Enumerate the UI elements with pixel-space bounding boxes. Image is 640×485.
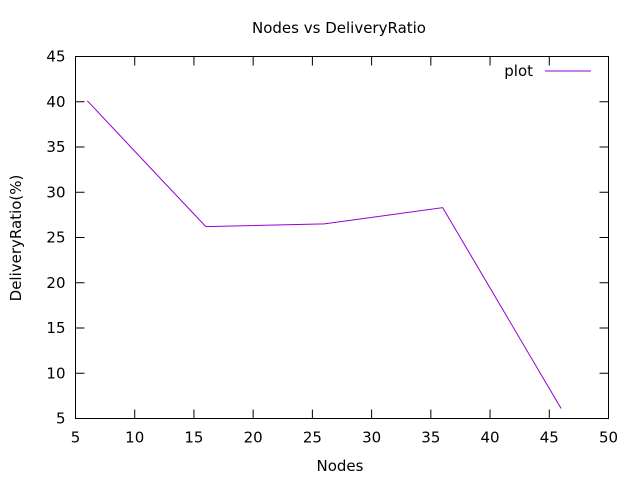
x-axis-label: Nodes [317,457,364,475]
x-tick-label-35: 35 [421,429,440,447]
chart-title: Nodes vs DeliveryRatio [252,19,426,37]
legend-label-plot: plot [504,62,533,80]
y-tick-label-5: 5 [56,410,66,428]
y-tick-label-15: 15 [46,319,65,337]
y-tick-label-30: 30 [46,183,65,201]
x-tick-label-20: 20 [244,429,263,447]
y-tick-label-20: 20 [46,274,65,292]
plot-frame [75,56,609,419]
x-tick-label-5: 5 [71,429,81,447]
x-tick-label-45: 45 [540,429,559,447]
x-tick-label-25: 25 [303,429,322,447]
y-tick-label-35: 35 [46,138,65,156]
y-tick-label-40: 40 [46,93,65,111]
y-axis-ticks: 5 10 15 20 25 30 35 40 45 [46,48,609,428]
y-tick-label-10: 10 [46,364,65,382]
series-layer [86,100,562,409]
x-tick-label-30: 30 [362,429,381,447]
x-axis-ticks: 5 10 15 20 25 30 35 40 45 50 [71,56,618,447]
y-tick-label-45: 45 [46,48,65,66]
x-tick-label-40: 40 [481,429,500,447]
legend: plot [504,62,591,80]
series-line-0 [86,100,562,409]
x-tick-label-10: 10 [125,429,144,447]
x-tick-label-15: 15 [184,429,203,447]
y-tick-label-25: 25 [46,229,65,247]
x-tick-label-50: 50 [599,429,618,447]
y-axis-label: DeliveryRatio(%) [7,175,25,302]
